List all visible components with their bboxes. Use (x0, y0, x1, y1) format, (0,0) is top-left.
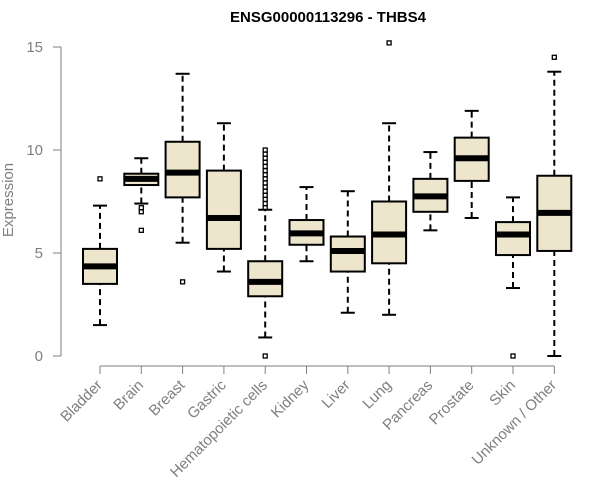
x-tick-label: Lung (359, 377, 395, 413)
outlier-point (262, 200, 268, 207)
outlier-point (262, 147, 268, 153)
outlier-point (262, 205, 268, 211)
outlier-point (138, 227, 144, 233)
outlier-point (262, 192, 268, 198)
box-body (329, 235, 366, 273)
box-10 (453, 109, 490, 219)
outlier-point (262, 155, 268, 161)
box-6 (288, 186, 325, 263)
outlier-point (179, 279, 186, 285)
y-axis-label: Expression (0, 163, 17, 237)
box-1 (82, 176, 118, 327)
box-4 (205, 122, 242, 273)
x-tick-label: Liver (319, 377, 354, 412)
x-tick-label: Bladder (57, 377, 106, 426)
outlier-point (551, 54, 557, 60)
outlier-point (138, 209, 144, 215)
y-tick-label: 15 (26, 39, 43, 56)
box-body (164, 140, 201, 199)
box-body (205, 169, 242, 250)
outlier-point (262, 167, 268, 174)
y-tick-label: 10 (26, 142, 43, 159)
box-3 (164, 72, 201, 285)
x-tick-label: Brain (110, 377, 147, 414)
outlier-point (138, 205, 144, 211)
box-2 (123, 157, 160, 233)
outlier-point (262, 188, 268, 194)
outlier-point (262, 196, 268, 203)
box-7 (329, 190, 366, 314)
box-body (495, 221, 531, 257)
outlier-point (262, 151, 268, 157)
outlier-point (262, 159, 268, 166)
outlier-point (262, 180, 268, 186)
outlier-point (262, 184, 268, 190)
x-tick-label: Skin (486, 377, 519, 410)
box-12 (536, 54, 573, 357)
box-9 (412, 151, 449, 232)
box-body (247, 260, 284, 298)
y-axis: 0 5 10 15 (26, 39, 62, 365)
outlier-point (97, 176, 103, 182)
y-tick-label: 0 (35, 348, 43, 365)
y-tick-label: 5 (35, 245, 43, 262)
box-5 (247, 147, 284, 359)
x-tick-label: Breast (146, 376, 189, 419)
outlier-point (262, 353, 268, 359)
box-11 (495, 196, 531, 359)
outlier-point (510, 353, 516, 359)
x-tick-label: Kidney (268, 376, 313, 421)
box-8 (371, 40, 408, 316)
outlier-point (262, 163, 268, 170)
outlier-point (386, 40, 392, 46)
x-tick-label: Prostate (426, 377, 478, 429)
outlier-point (262, 176, 268, 182)
chart-title: ENSG00000113296 - THBS4 (230, 9, 427, 26)
boxes (82, 40, 573, 359)
outlier-point (262, 172, 268, 178)
